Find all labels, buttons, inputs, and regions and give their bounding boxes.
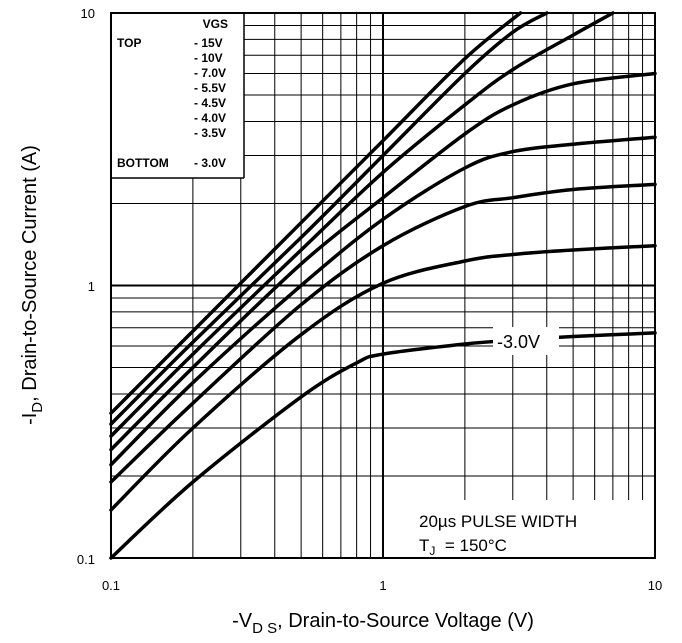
legend-entry: - 15V <box>194 36 223 50</box>
legend-box <box>111 13 244 178</box>
series-line-5 <box>109 135 657 467</box>
series-line-1 <box>109 11 523 415</box>
annotation-temp-value: = 150°C <box>435 536 507 555</box>
series-line-3 <box>109 11 615 438</box>
curves <box>109 11 657 560</box>
x-axis-title-pre: -V <box>232 610 253 632</box>
x-tick-label-0-1: 0.1 <box>102 578 120 593</box>
y-axis-title-sub: D <box>29 402 46 413</box>
y-axis-title-post: , Drain-to-Source Current (A) <box>19 145 41 402</box>
series-line-7 <box>109 243 657 512</box>
y-axis-title-pre: -I <box>19 413 41 425</box>
legend-bottom-label: BOTTOM <box>117 156 169 170</box>
series-line-6 <box>109 182 657 484</box>
legend-entry: - 3.0V <box>194 156 226 170</box>
legend-header: VGS <box>203 17 228 31</box>
x-axis-title: -VD S, Drain-to-Source Voltage (V) <box>232 610 534 637</box>
y-tick-label-1: 1 <box>88 279 95 294</box>
annotation-pulse-width: 20µs PULSE WIDTH <box>419 512 577 531</box>
legend-entry: - 4.5V <box>194 96 226 110</box>
annotation-temp-symbol: T <box>419 536 429 555</box>
series-line-4 <box>109 71 657 452</box>
x-tick-label-10: 10 <box>648 578 662 593</box>
series-line-2 <box>109 11 549 426</box>
y-axis-title: -ID, Drain-to-Source Current (A) <box>19 145 46 425</box>
curve-label-bg <box>493 327 559 355</box>
legend-entry: - 3.5V <box>194 126 226 140</box>
y-tick-label-0-1: 0.1 <box>77 552 95 567</box>
curve-label: -3.0V <box>497 332 540 352</box>
legend-top-label: TOP <box>117 36 141 50</box>
legend-entry: - 7.0V <box>194 66 226 80</box>
legend-entry: - 5.5V <box>194 81 226 95</box>
x-axis-title-post: , Drain-to-Source Voltage (V) <box>277 610 534 632</box>
annotation-temperature: TJ = 150°C <box>419 536 507 558</box>
annotation-temp-subscript: J <box>429 544 435 558</box>
legend-entries: - 15V - 10V - 7.0V - 5.5V - 4.5V - 4.0V … <box>194 36 226 170</box>
x-axis-title-sub: D S <box>252 620 277 637</box>
plot-frame <box>110 12 656 559</box>
legend-entry: - 4.0V <box>194 111 226 125</box>
x-tick-label-1: 1 <box>379 578 386 593</box>
annotation-box <box>412 500 655 557</box>
y-tick-label-10: 10 <box>81 6 95 21</box>
legend-entry: - 10V <box>194 51 223 65</box>
